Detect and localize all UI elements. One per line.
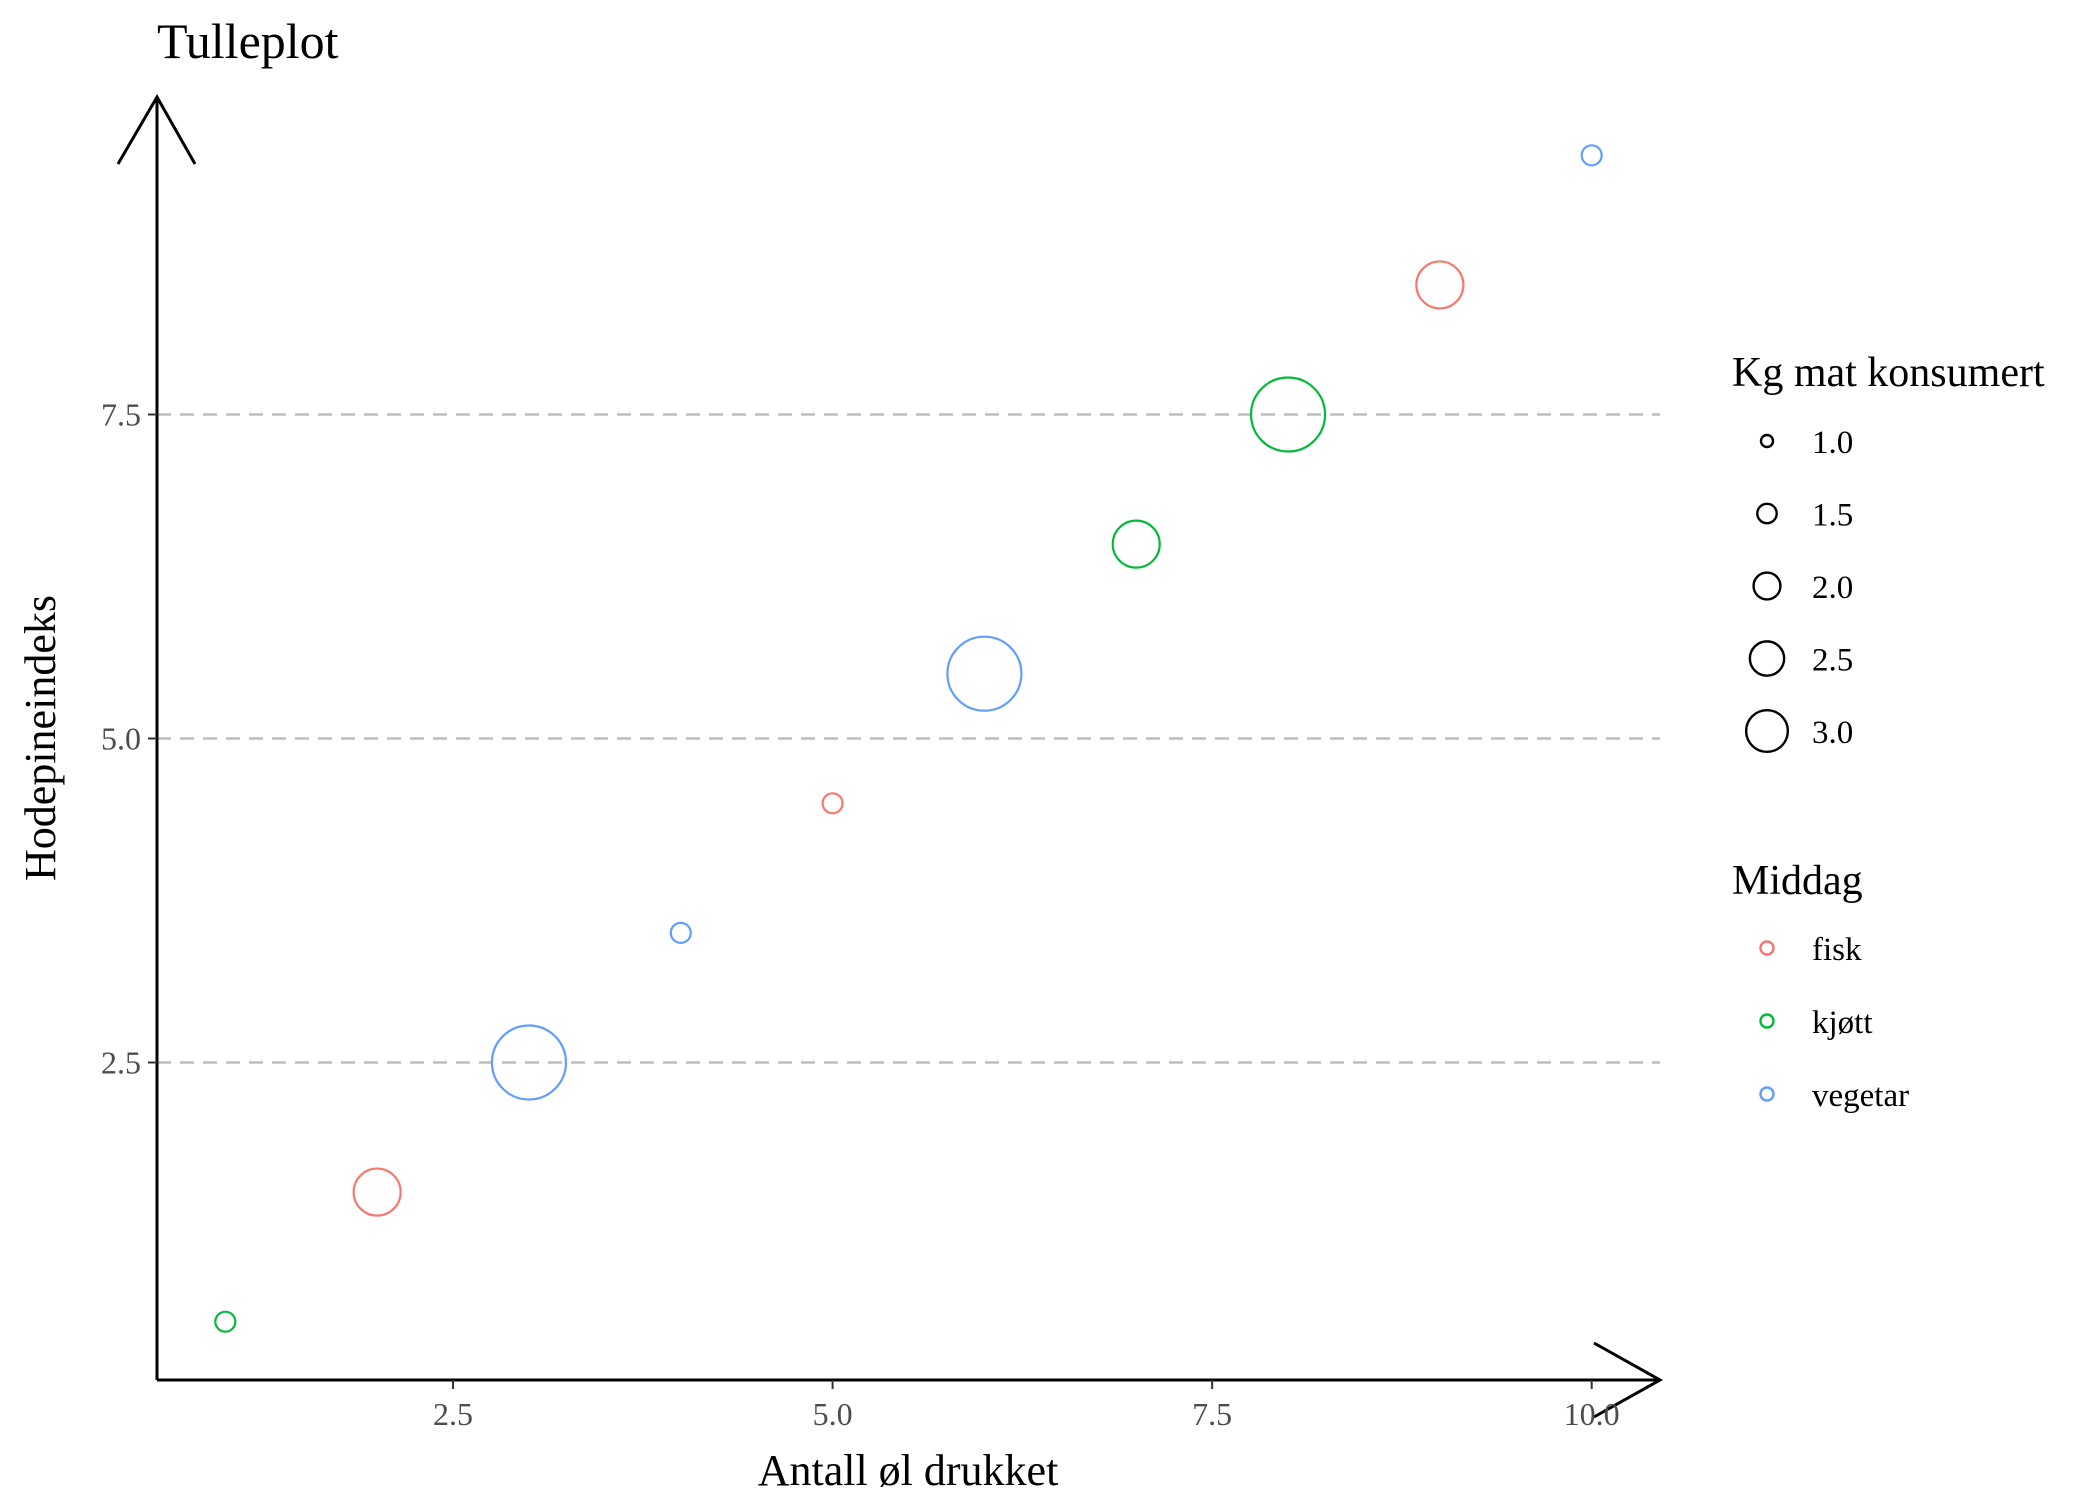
legend-size-label: 2.5 xyxy=(1812,643,1853,679)
legend-color-label: fisk xyxy=(1812,932,1862,968)
legend-size-key xyxy=(1756,502,1778,525)
x-axis-label: Antall øl drukket xyxy=(758,1446,1059,1495)
legend-size-title: Kg mat konsumert xyxy=(1732,350,2045,396)
data-point xyxy=(352,1167,402,1217)
legend-size-key xyxy=(1752,571,1782,601)
x-tick-label: 7.5 xyxy=(1192,1396,1232,1432)
legend-size-key xyxy=(1744,708,1790,754)
legend-size: Kg mat konsumert 1.0 1.5 2.0 2.5 3.0 xyxy=(1732,350,2045,754)
y-tick-label: 7.5 xyxy=(101,397,141,433)
data-point xyxy=(1111,519,1161,569)
legend-size-key xyxy=(1748,640,1786,677)
legend-color-key xyxy=(1759,1013,1775,1029)
legend-size-label: 2.0 xyxy=(1812,570,1853,606)
y-axis-label: Hodepineindeks xyxy=(16,595,65,881)
data-point xyxy=(214,1310,237,1333)
ticks: 2.5 5.0 7.5 2.5 5.0 7.5 10.0 xyxy=(101,397,1620,1432)
x-tick-label: 5.0 xyxy=(813,1396,853,1432)
y-axis-arrowhead xyxy=(116,93,197,165)
chart-title: Tulleplot xyxy=(157,13,339,69)
legend-color-label: kjøtt xyxy=(1812,1005,1873,1041)
data-point xyxy=(1249,376,1327,453)
data-point xyxy=(821,792,844,815)
legend-size-label: 3.0 xyxy=(1812,715,1853,751)
legend-color-title: Middag xyxy=(1732,858,1863,904)
axes xyxy=(116,93,1664,1419)
x-axis-arrowhead xyxy=(1593,1341,1664,1419)
y-tick-label: 2.5 xyxy=(101,1044,141,1080)
legend-size-label: 1.0 xyxy=(1812,425,1853,461)
legend-color-label: vegetar xyxy=(1812,1078,1909,1114)
x-tick-label: 10.0 xyxy=(1564,1396,1620,1432)
legend-size-label: 1.5 xyxy=(1812,498,1853,534)
legend-size-key xyxy=(1759,433,1775,449)
data-point xyxy=(1580,144,1603,167)
x-tick-label: 2.5 xyxy=(433,1396,473,1432)
data-point xyxy=(1415,260,1465,310)
legend-color: Middag fisk kjøtt vegetar xyxy=(1732,858,1909,1114)
gridlines xyxy=(157,413,1660,1064)
data-point xyxy=(946,635,1023,712)
y-tick-label: 5.0 xyxy=(101,721,141,757)
data-points xyxy=(214,144,1603,1333)
data-point xyxy=(669,921,692,944)
data-point xyxy=(490,1024,568,1101)
legend-color-key xyxy=(1759,940,1775,956)
legend-color-key xyxy=(1759,1086,1775,1102)
